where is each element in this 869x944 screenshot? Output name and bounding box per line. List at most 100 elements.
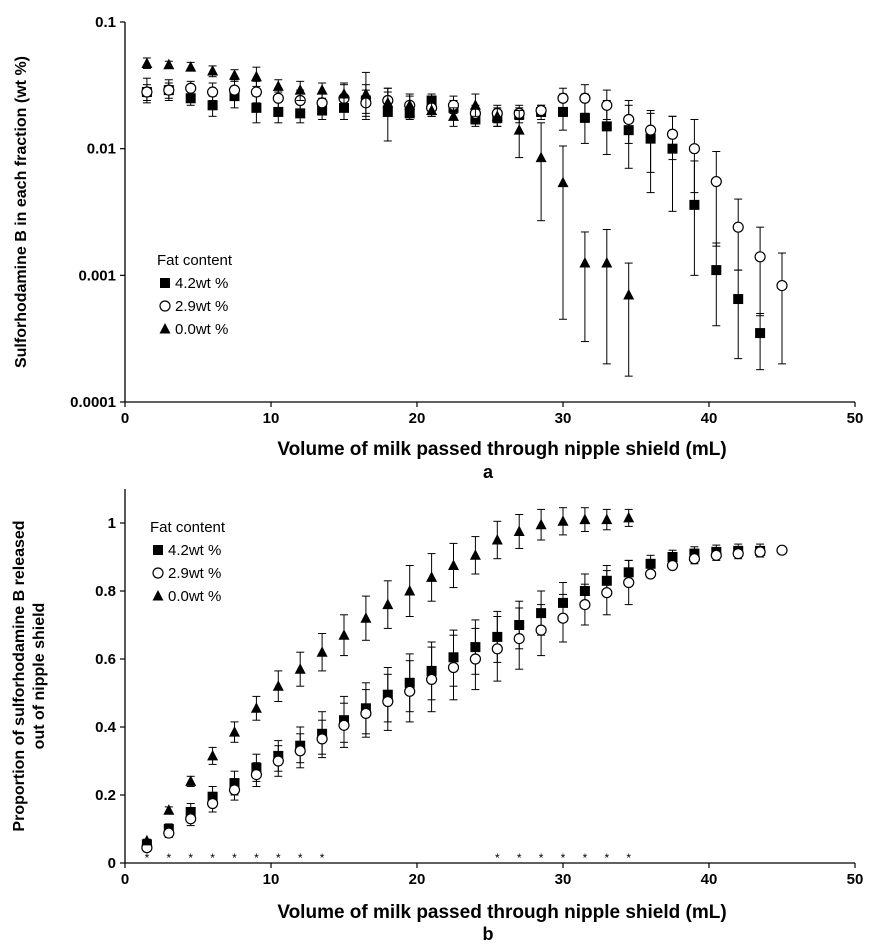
data-point-circle [623,113,635,126]
data-point-triangle [294,663,306,674]
data-point-circle [601,99,613,111]
significance-star: * [145,851,150,865]
y-axis-label: Sulforhodamine B in each fraction (wt %) [13,56,30,368]
legend-marker-circle [152,567,164,579]
data-point-circle [250,86,262,98]
data-point-circle [228,784,241,796]
data-point-circle [754,546,766,558]
data-point-triangle [316,646,328,657]
y-tick-label: 0.0001 [70,394,116,411]
data-point-triangle [382,598,394,610]
x-tick-label: 20 [409,410,426,427]
significance-star: * [561,851,566,865]
data-point-triangle [185,61,197,72]
significance-star: * [495,851,500,865]
y-axis-label-line: out of nipple shield [31,603,48,750]
data-point-circle [754,251,766,263]
data-point-square [207,100,218,111]
data-point-square [733,294,744,305]
legend-marker-circle [159,300,171,312]
data-point-circle [688,143,701,155]
data-point-circle [666,559,679,572]
y-axis-label: Proportion of sulforhodamine B released o… [11,520,48,831]
y-tick-label: 0.8 [95,583,116,600]
data-point-circle [644,568,657,580]
x-tick-label: 10 [263,410,280,427]
data-point-circle [513,632,525,645]
legend-label: 0.0wt % [175,321,228,338]
data-point-square [755,328,766,339]
legend: Fat content 4.2wt % 2.9wt % 0.0wt % [157,252,233,338]
data-point-circle [557,92,569,104]
data-point-triangle [360,88,372,99]
data-point-triangle [601,513,613,525]
legend-marker-square [160,278,170,288]
data-point-circle [404,685,416,697]
data-point-square [711,265,722,276]
data-point-triangle [426,571,438,582]
data-point-square [645,558,656,569]
significance-star: * [298,851,303,865]
data-point-triangle [207,749,219,761]
data-point-circle [688,553,701,565]
y-tick-label: 0.4 [95,719,117,736]
data-point-square [601,121,612,132]
legend-label: 2.9wt % [168,565,221,582]
x-axis-label: Volume of milk passed through nipple shi… [277,439,726,460]
x-tick-label: 20 [409,871,426,888]
data-point-circle [732,547,744,560]
data-point-circle [272,92,284,104]
series-triangle [141,507,635,846]
legend-label: 2.9wt % [175,298,228,315]
data-point-triangle [382,96,394,108]
data-point-circle [163,827,175,839]
series-triangle [141,57,635,377]
x-tick-label: 40 [701,410,718,427]
significance-star: * [232,851,237,865]
significance-star: * [320,851,325,865]
data-point-circle [535,104,547,117]
data-point-circle [491,643,503,655]
data-point-triangle [250,702,262,713]
data-point-triangle [623,288,635,300]
data-point-triangle [141,834,153,846]
legend-marker-triangle [159,323,171,334]
data-point-circle [185,813,197,825]
x-axis-label: Volume of milk passed through nipple shi… [277,902,726,923]
significance-star: * [254,851,259,865]
data-point-circle [163,84,175,96]
data-point-triangle [404,99,416,110]
data-point-triangle [250,70,262,82]
data-point-triangle [272,680,284,691]
data-point-circle [316,97,328,109]
data-point-square [273,106,284,117]
x-tick-label: 30 [555,410,572,427]
data-point-circle [644,124,657,136]
data-point-triangle [207,65,219,76]
data-point-triangle [141,57,153,69]
data-point-triangle [491,110,503,121]
data-point-circle [338,719,350,731]
data-point-triangle [491,534,503,545]
significance-star: * [517,851,522,865]
y-tick-label: 0.1 [95,14,116,31]
data-point-circle [776,279,788,292]
data-point-circle [228,84,241,96]
data-point-square [667,552,678,562]
x-tick-label: 0 [121,410,129,427]
x-tick-label: 10 [263,871,280,888]
legend-marker-triangle [152,590,164,601]
data-point-triangle [229,69,240,80]
panel-label: b [483,924,494,944]
significance-star: * [210,851,215,865]
data-point-triangle [316,84,328,95]
data-point-circle [207,86,219,98]
series-circle [141,544,788,854]
data-point-triangle [426,104,438,116]
data-point-circle [141,86,153,98]
significance-star: * [539,851,544,865]
data-point-triangle [404,585,416,596]
data-point-triangle [535,518,547,530]
y-tick-label: 0.001 [78,267,116,284]
y-tick-label: 1 [108,515,116,532]
